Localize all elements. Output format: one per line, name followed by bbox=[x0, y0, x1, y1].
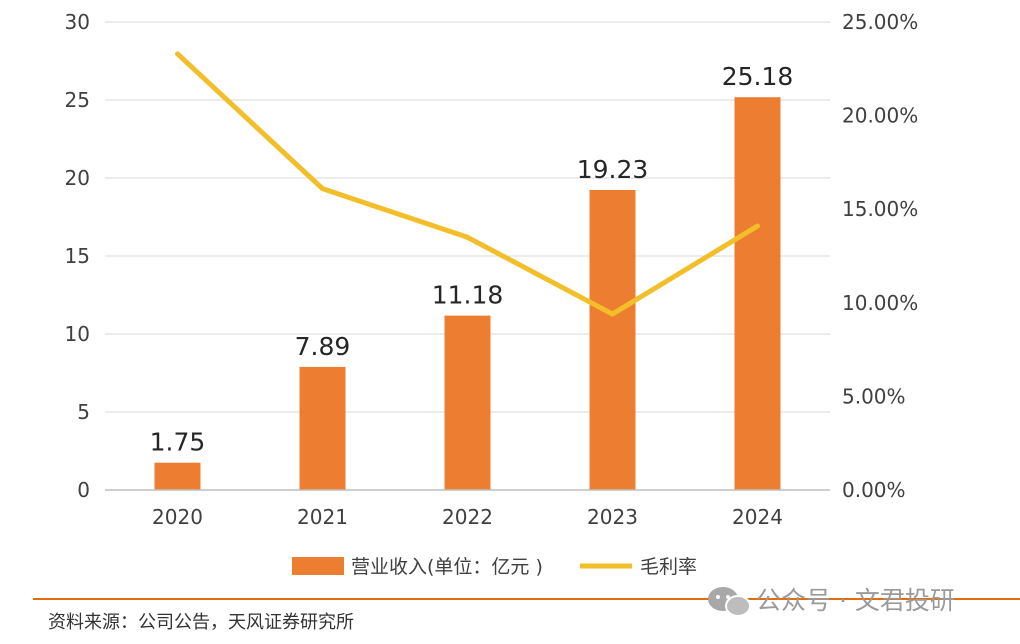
y-right-tick-label: 10.00% bbox=[842, 291, 918, 315]
y-left-tick-label: 10 bbox=[65, 322, 90, 346]
x-tick-label: 2024 bbox=[732, 505, 783, 529]
legend-label-margin: 毛利率 bbox=[640, 556, 697, 578]
x-tick-label: 2023 bbox=[587, 505, 638, 529]
y-left-tick-label: 5 bbox=[77, 400, 90, 424]
watermark: 公众号 · 文君投研 bbox=[708, 586, 955, 617]
x-tick-label: 2020 bbox=[152, 505, 203, 529]
x-tick-label: 2021 bbox=[297, 505, 348, 529]
y-left-tick-label: 20 bbox=[65, 166, 90, 190]
legend-swatch-revenue bbox=[292, 557, 344, 575]
y-right-tick-label: 0.00% bbox=[842, 478, 906, 502]
legend-label-revenue: 营业收入(单位：亿元 ) bbox=[351, 556, 543, 578]
x-tick-label: 2022 bbox=[442, 505, 493, 529]
y-right-tick-label: 15.00% bbox=[842, 197, 918, 221]
y-right-tick-label: 5.00% bbox=[842, 384, 906, 408]
source-note: 资料来源：公司公告，天风证券研究所 bbox=[48, 612, 354, 633]
y-right-tick-label: 25.00% bbox=[842, 10, 918, 34]
y-right-tick-label: 20.00% bbox=[842, 104, 918, 128]
revenue-bar bbox=[154, 462, 201, 490]
legend: 营业收入(单位：亿元 ) 毛利率 bbox=[292, 556, 697, 578]
gross-margin-series-line bbox=[175, 51, 760, 317]
revenue-bar bbox=[299, 366, 346, 490]
revenue-value-label: 11.18 bbox=[432, 281, 504, 310]
revenue-value-label: 7.89 bbox=[295, 332, 351, 361]
revenue-bars bbox=[154, 97, 781, 490]
y-left-tick-label: 15 bbox=[65, 244, 90, 268]
watermark-text: 公众号 · 文君投研 bbox=[756, 586, 955, 615]
right-axis: 0.00% 5.00% 10.00% 15.00% 20.00% 25.00% bbox=[842, 10, 918, 502]
revenue-bar bbox=[444, 315, 491, 490]
y-left-tick-label: 30 bbox=[65, 10, 90, 34]
y-left-tick-label: 0 bbox=[77, 478, 90, 502]
revenue-bar bbox=[734, 97, 781, 490]
revenue-value-label: 1.75 bbox=[150, 428, 206, 457]
left-axis: 0 5 10 15 20 25 30 bbox=[65, 10, 90, 502]
revenue-bar bbox=[589, 190, 636, 490]
revenue-value-label: 19.23 bbox=[577, 155, 649, 184]
wechat-icon bbox=[708, 587, 751, 617]
gross-margin-line bbox=[175, 51, 760, 317]
y-left-tick-label: 25 bbox=[65, 88, 90, 112]
revenue-value-label: 25.18 bbox=[722, 62, 794, 91]
bar-value-labels: 1.75 7.89 11.18 19.23 25.18 bbox=[150, 62, 794, 457]
x-axis: 2020 2021 2022 2023 2024 bbox=[105, 489, 830, 529]
